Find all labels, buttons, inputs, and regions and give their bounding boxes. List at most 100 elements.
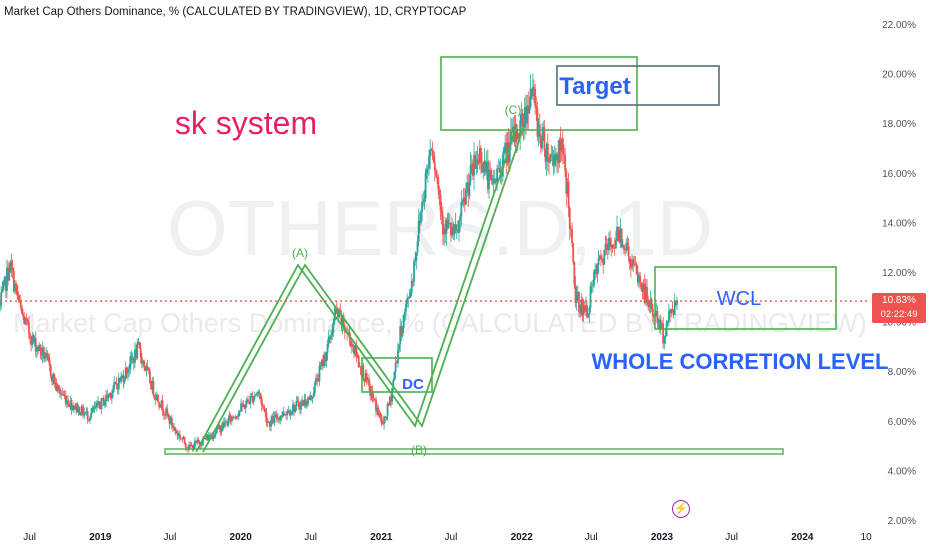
candle-body xyxy=(305,404,308,406)
candle xyxy=(398,344,400,354)
candle-body xyxy=(574,284,577,304)
candle xyxy=(22,309,24,321)
candle-body xyxy=(444,228,447,235)
abc-wave-line-back[interactable] xyxy=(202,125,525,453)
candle xyxy=(132,356,135,371)
candle xyxy=(423,189,426,210)
candle xyxy=(384,416,387,423)
candle xyxy=(431,141,434,161)
candle xyxy=(425,164,428,180)
candle xyxy=(341,315,344,334)
candle xyxy=(162,409,165,420)
candle-body xyxy=(316,378,319,381)
candle-body xyxy=(651,309,654,316)
candle xyxy=(625,238,628,254)
candle xyxy=(551,146,554,167)
candle-body xyxy=(603,249,606,265)
candle-body xyxy=(669,310,671,314)
candle xyxy=(535,96,538,121)
candle-body xyxy=(446,219,449,229)
candle-body xyxy=(572,243,575,263)
candle-body xyxy=(227,418,230,426)
candle-body xyxy=(59,388,61,394)
candle xyxy=(426,163,429,183)
candle-body xyxy=(376,407,379,412)
candle xyxy=(385,416,388,421)
candle-body xyxy=(42,347,45,359)
candle-body xyxy=(415,252,418,261)
candle xyxy=(307,395,309,407)
candle xyxy=(305,400,308,409)
candle xyxy=(450,222,452,243)
candle-body xyxy=(114,382,117,383)
candle xyxy=(172,422,174,433)
wcl-zone[interactable] xyxy=(654,266,837,330)
candle-body xyxy=(247,399,249,402)
candle xyxy=(114,381,117,384)
target-zone[interactable] xyxy=(440,56,638,131)
candle-body xyxy=(362,365,365,381)
candle xyxy=(330,329,332,344)
candle xyxy=(100,397,103,415)
candle xyxy=(308,396,310,401)
candle-body xyxy=(553,153,556,166)
candle-body xyxy=(320,360,323,366)
candle xyxy=(108,392,111,397)
candle-body xyxy=(602,260,605,265)
candle xyxy=(410,273,413,296)
dc-zone[interactable] xyxy=(361,357,433,393)
candle-body xyxy=(443,228,445,235)
candle-body xyxy=(185,447,188,449)
candle-body xyxy=(117,377,120,390)
candle xyxy=(266,418,269,427)
candle xyxy=(248,401,251,405)
candle xyxy=(196,436,199,446)
candle xyxy=(259,393,262,403)
lightning-bolt-icon[interactable]: ⚡ xyxy=(672,500,690,518)
candle xyxy=(661,320,663,329)
candle xyxy=(179,430,181,442)
candle-body xyxy=(115,382,118,385)
candle-body xyxy=(445,219,448,235)
candle-body xyxy=(535,105,538,109)
candle xyxy=(421,194,424,222)
candle-body xyxy=(639,275,642,284)
candle xyxy=(477,153,480,166)
candle xyxy=(642,279,645,300)
candle-body xyxy=(281,411,284,417)
target-label-box[interactable] xyxy=(556,65,720,106)
candle xyxy=(581,296,584,322)
candle-body xyxy=(395,362,398,364)
candle xyxy=(180,438,182,440)
candle-body xyxy=(418,220,421,224)
candle xyxy=(98,401,101,409)
candle xyxy=(279,414,282,425)
candle-body xyxy=(72,405,75,410)
candle-body xyxy=(465,189,467,205)
candle xyxy=(505,132,508,174)
support-zone[interactable] xyxy=(164,448,784,455)
candle-body xyxy=(207,434,210,441)
wave-c-label: (C) xyxy=(505,103,522,117)
candle-body xyxy=(589,286,592,308)
candle-body xyxy=(159,406,162,408)
candle-body xyxy=(308,397,310,400)
abc-wave-line-front[interactable] xyxy=(195,125,518,453)
candle-body xyxy=(190,445,193,447)
candle-body xyxy=(367,379,369,381)
candle-body xyxy=(400,326,403,337)
candle xyxy=(476,145,479,174)
candle-body xyxy=(674,300,677,305)
candle-body xyxy=(429,149,432,157)
candle xyxy=(367,377,369,384)
candle-body xyxy=(7,267,9,281)
candle-body xyxy=(214,432,217,435)
candle xyxy=(271,413,274,426)
candle-body xyxy=(618,229,621,243)
candle-body xyxy=(136,343,139,359)
candle xyxy=(564,148,567,177)
candle-body xyxy=(510,131,512,142)
candle-body xyxy=(549,154,552,163)
candle xyxy=(428,149,430,176)
